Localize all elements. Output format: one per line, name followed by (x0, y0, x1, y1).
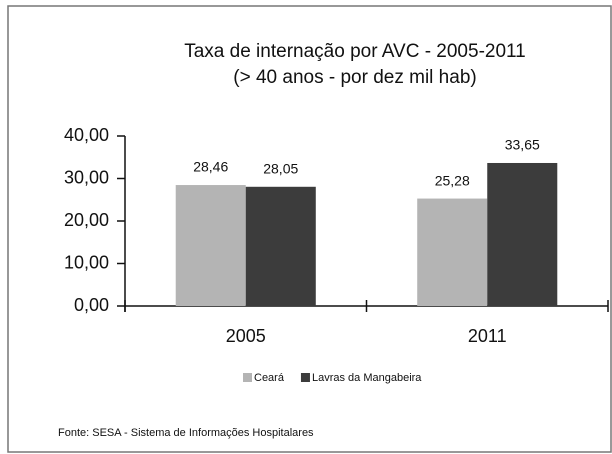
y-tick-label: 30,00 (64, 167, 109, 187)
y-tick-label: 40,00 (64, 125, 109, 145)
y-tick-label: 0,00 (74, 295, 109, 315)
source: Fonte: SESA - Sistema de Informações Hos… (58, 427, 314, 439)
value-label: 28,46 (193, 159, 228, 175)
bar (175, 185, 246, 306)
legend-label: Lavras da Mangabeira (312, 372, 422, 384)
bar (417, 198, 488, 306)
value-label: 25,28 (435, 172, 470, 188)
value-label: 28,05 (263, 160, 298, 176)
x-tick-label: 2011 (468, 326, 507, 346)
chart-subtitle: (> 40 anos - por dez mil hab) (233, 67, 476, 88)
y-tick-label: 20,00 (64, 210, 109, 230)
x-tick-label: 2005 (226, 326, 266, 346)
bar (245, 186, 316, 306)
value-label: 33,65 (505, 137, 540, 153)
frame (7, 5, 612, 453)
legend-swatch (300, 373, 310, 382)
chart-title: Taxa de internação por AVC - 2005-2011 (184, 41, 526, 62)
bar (487, 162, 558, 306)
legend-swatch (243, 373, 252, 382)
y-tick-label: 10,00 (64, 252, 109, 272)
legend-label: Ceará (254, 372, 285, 384)
